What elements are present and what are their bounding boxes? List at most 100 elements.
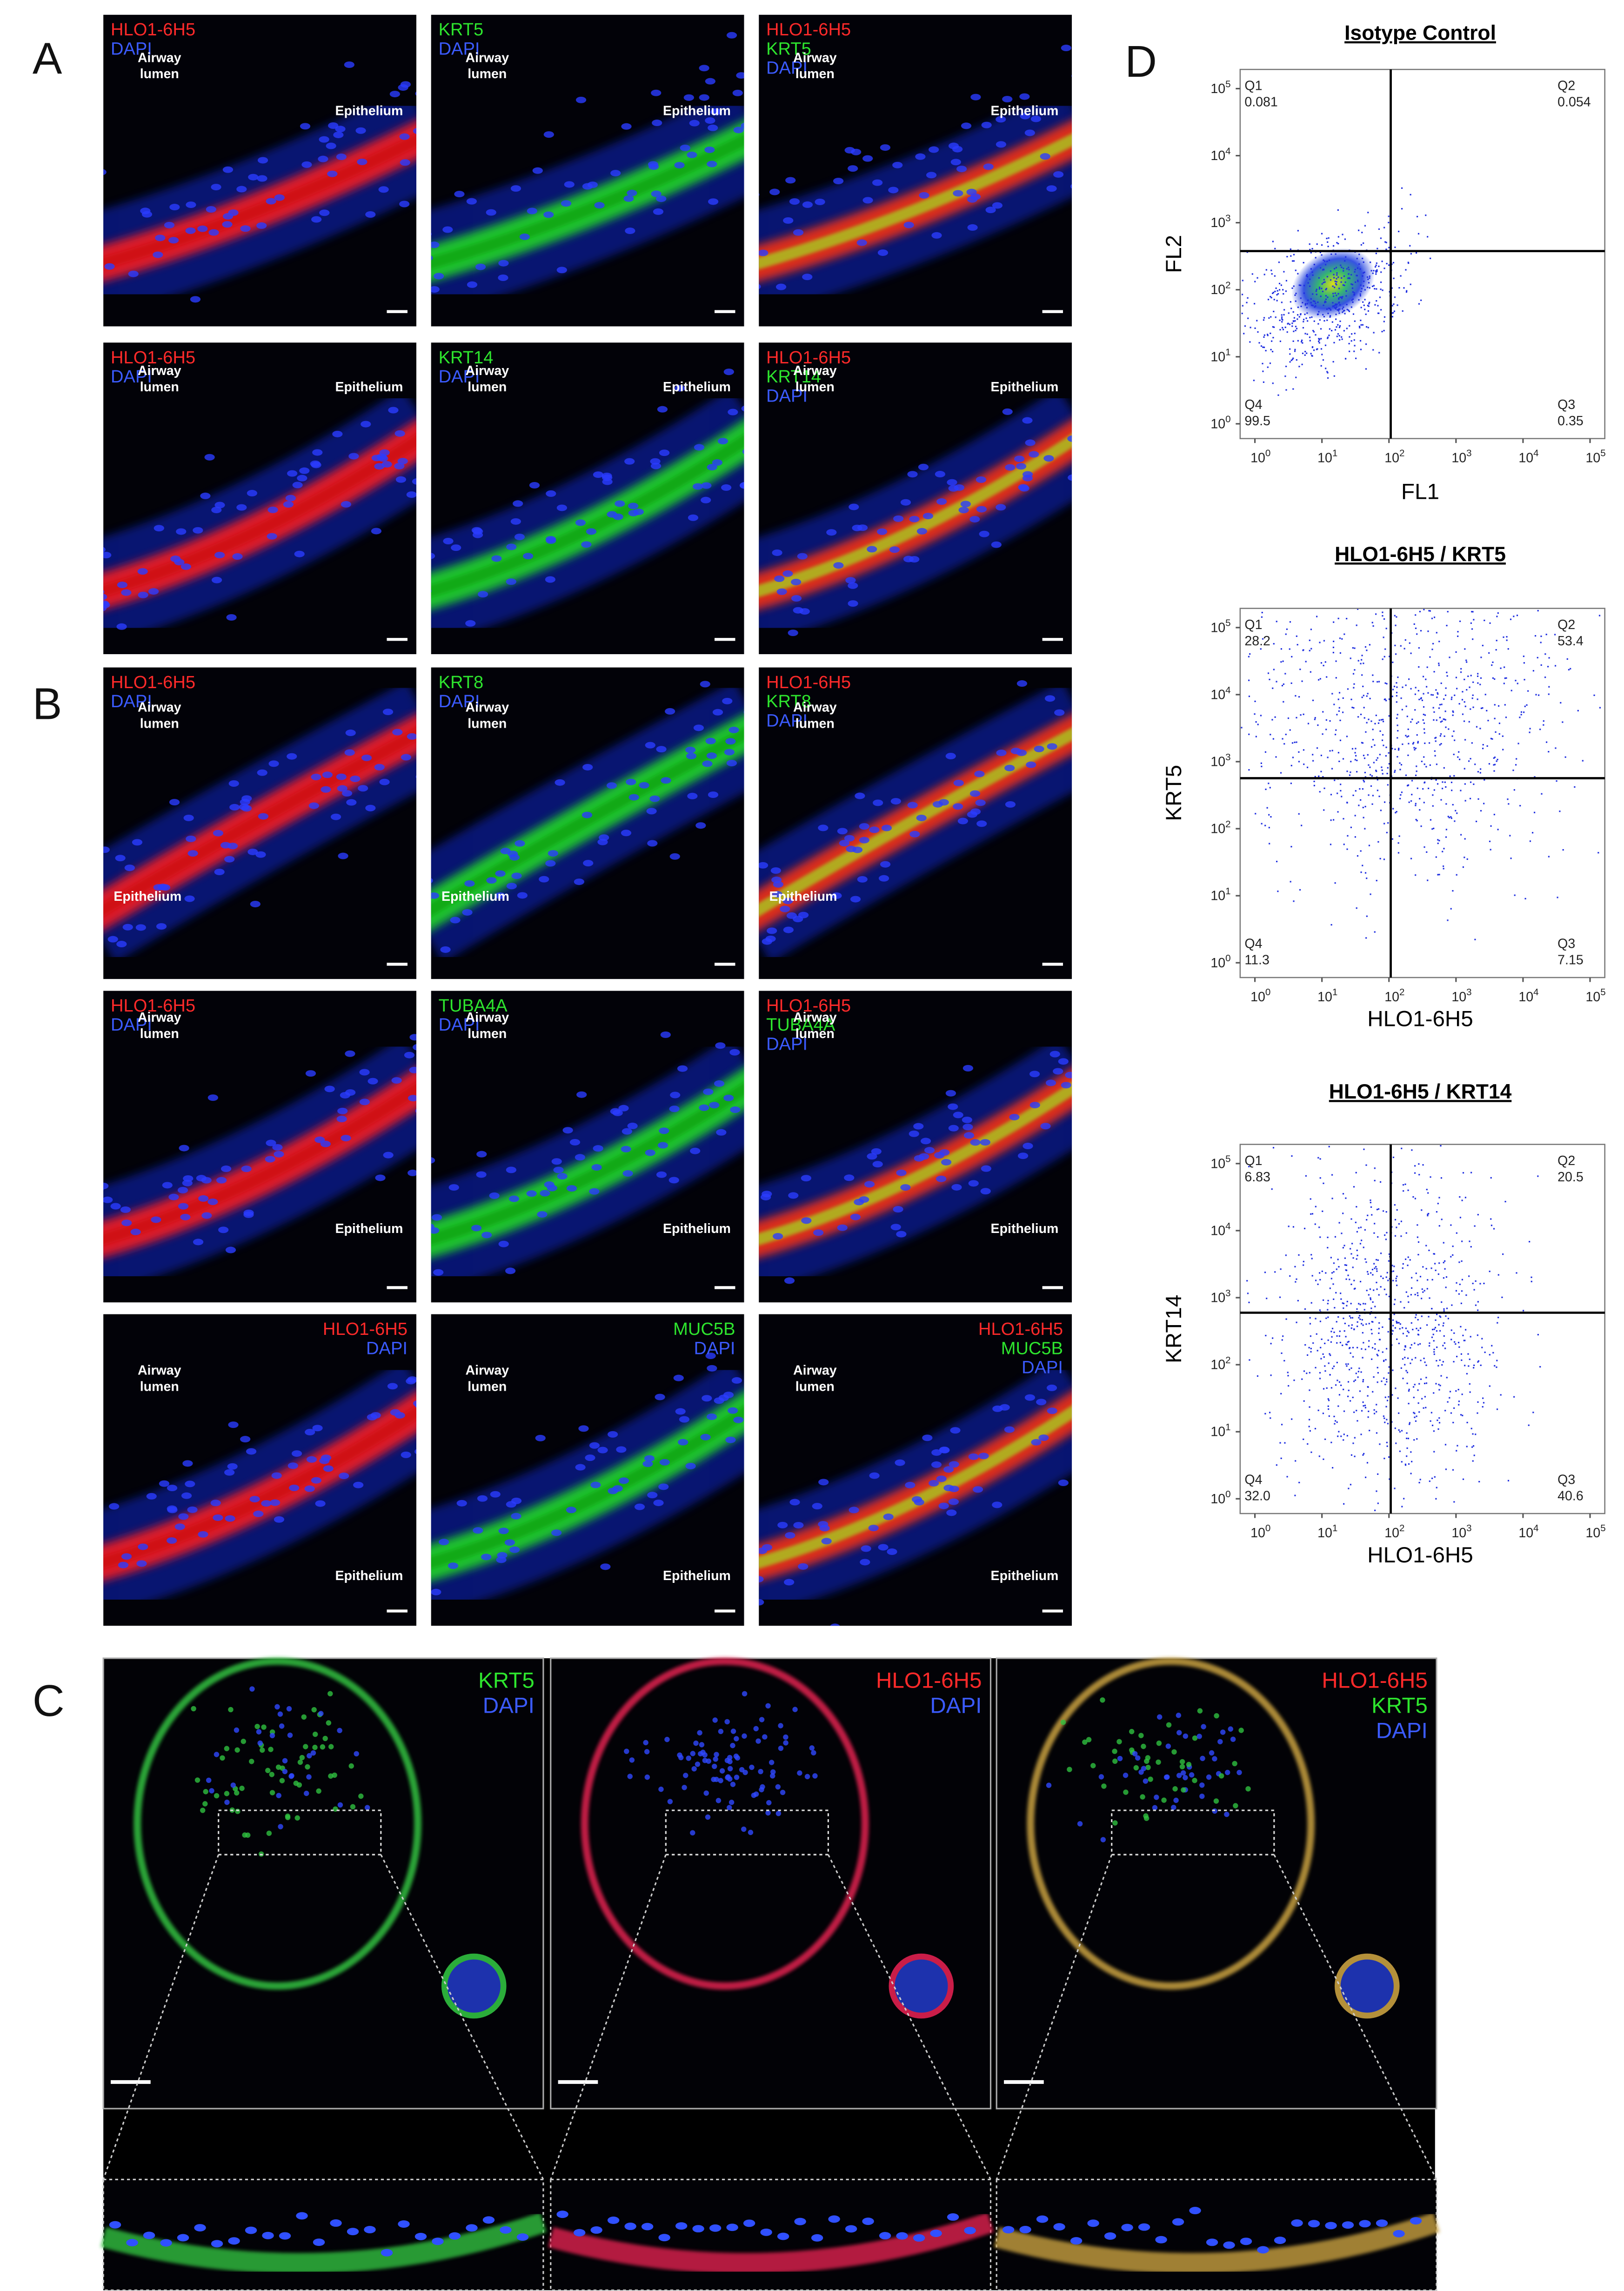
event-dot [1430, 257, 1431, 259]
event-dot [1336, 303, 1338, 305]
nucleus [247, 489, 257, 496]
nucleus [398, 2220, 410, 2228]
nucleus [308, 802, 319, 809]
event-dot [1364, 1405, 1366, 1407]
nucleus [575, 1154, 585, 1161]
nucleus [222, 166, 234, 173]
event-dot [1566, 658, 1568, 660]
event-dot [1371, 285, 1374, 288]
nucleus [622, 1128, 633, 1135]
event-dot [1419, 1343, 1421, 1345]
event-dot [1335, 729, 1337, 731]
tick-base: 10 [1384, 990, 1399, 1005]
event-dot [1343, 306, 1344, 308]
event-dot [1317, 1350, 1318, 1352]
event-dot [1440, 799, 1442, 801]
nucleus [802, 201, 813, 208]
lumen-label: lumen [795, 67, 835, 81]
event-dot [1383, 858, 1385, 860]
nucleus [132, 839, 143, 846]
event-dot [1387, 1423, 1389, 1425]
event-dot [1460, 790, 1462, 791]
event-dot [1394, 1219, 1397, 1221]
nucleus [477, 1495, 488, 1502]
event-dot [1465, 1294, 1467, 1296]
nucleus [931, 232, 942, 239]
event-dot [1419, 1327, 1422, 1329]
cell [1082, 1739, 1088, 1745]
event-dot [1349, 350, 1350, 352]
epithelium-core [431, 134, 744, 269]
event-dot [1282, 1335, 1284, 1337]
nucleus [130, 1228, 141, 1235]
nucleus [818, 1521, 829, 1528]
stain-label: HLO1-6H5 [111, 20, 195, 40]
cell [297, 1759, 303, 1765]
event-dot [1374, 931, 1376, 933]
nucleus [976, 506, 987, 513]
cell [1200, 1755, 1205, 1762]
event-dot [1336, 1335, 1338, 1337]
event-dot [1280, 1268, 1282, 1270]
event-dot [1513, 789, 1515, 791]
cell [759, 1787, 764, 1793]
nucleus [240, 798, 250, 805]
event-dot [1365, 1323, 1367, 1325]
event-dot [1407, 728, 1409, 730]
event-dot [1365, 343, 1367, 345]
tick-exp: 5 [1600, 987, 1605, 998]
nucleus [246, 1448, 257, 1455]
cell [202, 1801, 208, 1807]
event-dot [1337, 242, 1339, 245]
event-dot [1376, 1281, 1377, 1284]
event-dot [1356, 907, 1357, 909]
event-dot [1446, 671, 1448, 673]
event-dot [1436, 764, 1437, 765]
event-dot [1320, 770, 1322, 772]
nucleus [84, 268, 94, 275]
nucleus [400, 159, 410, 166]
nucleus [872, 179, 883, 186]
nucleus [679, 1416, 690, 1423]
event-dot [1388, 1366, 1390, 1368]
event-dot [1401, 208, 1403, 210]
nucleus [357, 158, 368, 165]
event-dot [1333, 1331, 1335, 1333]
event-dot [1383, 1288, 1385, 1290]
nucleus [695, 822, 706, 829]
event-dot [1358, 263, 1360, 265]
event-dot [1494, 717, 1496, 719]
event-dot [1438, 664, 1440, 666]
nucleus [539, 876, 549, 883]
nucleus [364, 2226, 376, 2233]
nucleus [1025, 439, 1036, 446]
event-dot [1319, 251, 1321, 254]
nucleus [256, 222, 267, 229]
event-dot [1287, 323, 1289, 325]
event-dot [1426, 1189, 1428, 1191]
event-dot [1276, 621, 1277, 623]
event-dot [1396, 1322, 1398, 1324]
event-dot [1438, 641, 1440, 643]
event-dot [1310, 1198, 1311, 1200]
nucleus [193, 1239, 204, 1246]
event-dot [1263, 274, 1265, 275]
event-dot [1375, 264, 1377, 266]
event-dot [1310, 1451, 1312, 1453]
event-dot [1299, 889, 1301, 891]
event-dot [1492, 661, 1494, 663]
event-dot [1494, 764, 1496, 765]
event-dot [1381, 331, 1383, 333]
nucleus [759, 284, 761, 289]
event-dot [1403, 287, 1405, 289]
nucleus [206, 206, 216, 213]
event-dot [1548, 856, 1550, 857]
event-dot [1394, 246, 1396, 248]
cell [310, 1750, 316, 1756]
event-dot [1438, 874, 1440, 876]
event-dot [1428, 1249, 1430, 1252]
nucleus [126, 2239, 138, 2247]
event-dot [1301, 1378, 1303, 1380]
event-dot [1452, 1246, 1454, 1247]
event-dot [1364, 872, 1367, 874]
